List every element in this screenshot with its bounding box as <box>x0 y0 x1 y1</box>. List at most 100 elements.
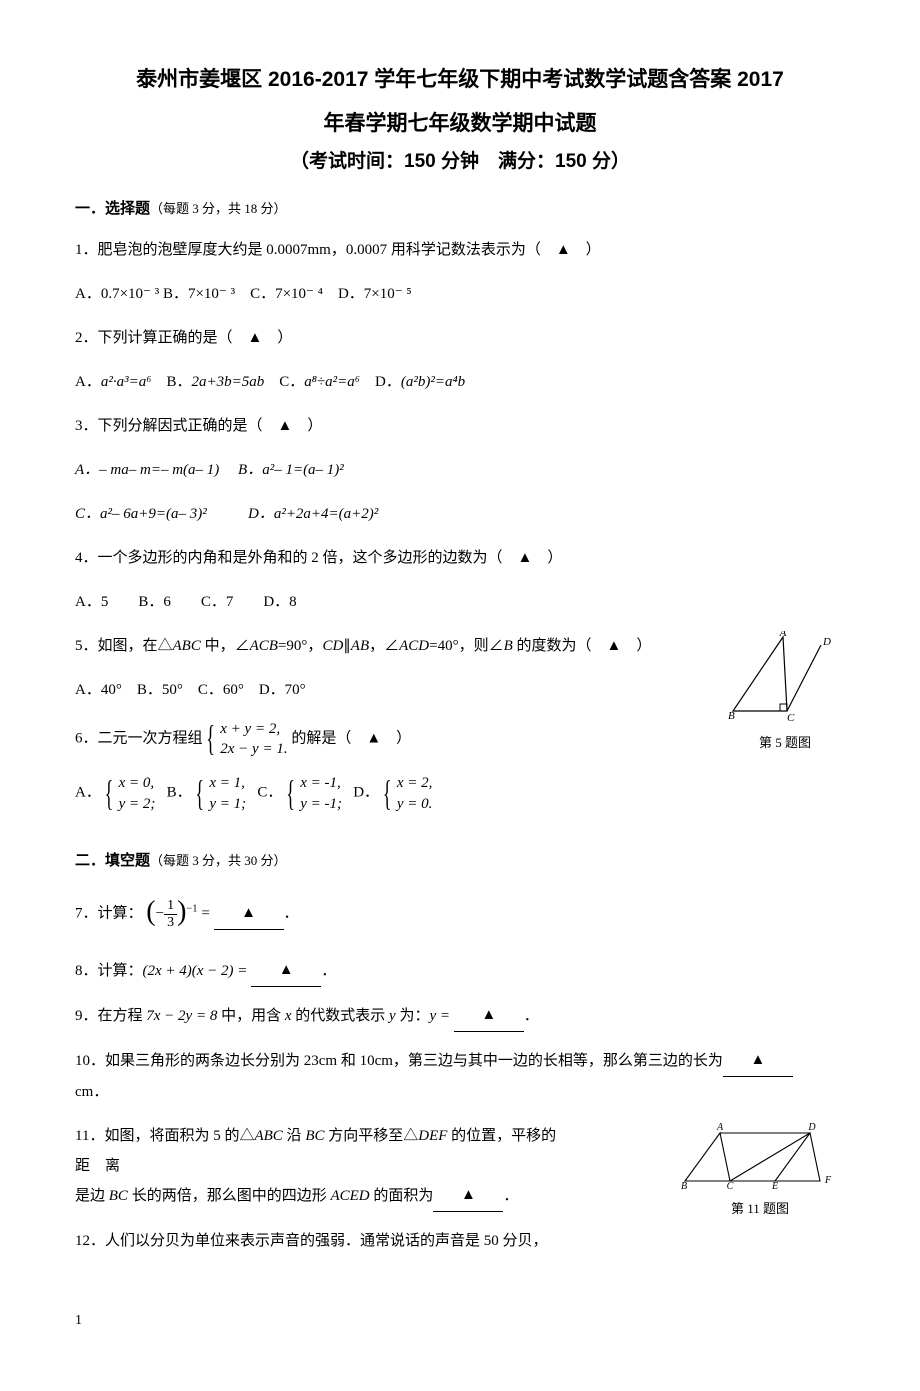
exam-info: （考试时间：150 分钟 满分：150 分） <box>75 148 845 177</box>
q6-sys-r1: x + y = 2, <box>220 719 287 739</box>
q6-a-label: A． <box>75 785 101 801</box>
q2-d-label: D． <box>375 374 401 390</box>
q6-pre: 6．二元一次方程组 <box>75 730 206 746</box>
q11-bc2: BC <box>109 1188 128 1204</box>
q6-b-sys: x = 1, y = 1; <box>195 773 246 814</box>
q8-end: ． <box>321 963 336 979</box>
q3-opts-row1: A．– ma– m=– m(a– 1) B．a²– 1=(a– 1)² <box>75 455 845 485</box>
q6-c-label: C． <box>257 785 282 801</box>
q7-num: 1 <box>164 898 177 915</box>
q2-c-expr: a⁸÷a²=a⁶ <box>304 374 360 390</box>
svg-text:C: C <box>787 712 795 724</box>
q5-figure: A B C D 第 5 题图 <box>725 631 845 753</box>
q1-opts: A．0.7×10⁻ ³ B．7×10⁻ ³ C．7×10⁻ ⁴ D．7×10⁻ … <box>75 279 845 309</box>
svg-text:F: F <box>824 1175 832 1186</box>
q10-blank-tri: ▲ <box>750 1045 765 1075</box>
q7-end: ． <box>284 906 299 922</box>
q7-eq: = <box>201 906 213 922</box>
q6-system: x + y = 2, 2x − y = 1. <box>206 719 287 760</box>
q5-par: ∥ <box>343 638 351 654</box>
q9-x: x <box>285 1008 292 1024</box>
q5-acd: ACD <box>399 638 429 654</box>
q11-t6: 是边 <box>75 1188 109 1204</box>
q8: 8．计算：(2x + 4)(x − 2) = ▲． <box>75 956 845 987</box>
q4-text: 4．一个多边形的内角和是外角和的 2 倍，这个多边形的边数为（ ▲ ） <box>75 543 845 573</box>
section-2-header: 二．填空题（每题 3 分，共 30 分） <box>75 850 845 873</box>
q8-blank: ▲ <box>251 956 321 987</box>
q6-a-r2: y = 2; <box>119 794 156 814</box>
q11-t3: 方向平移至△ <box>324 1128 418 1144</box>
q9-blank: ▲ <box>454 1001 524 1032</box>
page-number: 1 <box>75 1310 845 1331</box>
q9-blank-tri: ▲ <box>481 1000 496 1030</box>
q9: 9．在方程 7x − 2y = 8 中，用含 x 的代数式表示 y 为：y = … <box>75 1001 845 1032</box>
q5-t-d: ，∠ <box>369 638 399 654</box>
q6-post: 的解是（ ▲ ） <box>291 730 411 746</box>
section-1-label: 一．选择题 <box>75 201 150 217</box>
q6-a-r1: x = 0, <box>119 773 156 793</box>
q6-d-sys: x = 2, y = 0. <box>383 773 433 814</box>
q7-expr: (−13)−1 <box>146 886 197 942</box>
q7-pre: 7．计算： <box>75 906 143 922</box>
q6-d-label: D． <box>353 785 379 801</box>
q7-blank-tri: ▲ <box>241 898 256 928</box>
q10-end: cm． <box>75 1084 108 1100</box>
section-2-note: （每题 3 分，共 30 分） <box>150 853 287 868</box>
svg-text:B: B <box>728 710 735 722</box>
q7: 7．计算： (−13)−1 = ▲ ． <box>75 886 845 942</box>
svg-text:A: A <box>716 1122 724 1133</box>
svg-text:E: E <box>771 1181 778 1191</box>
q9-yeq: y = <box>429 1008 453 1024</box>
q5-abc: ABC <box>173 638 201 654</box>
q5-t-f: 的度数为（ ▲ ） <box>513 638 652 654</box>
q11-blank: ▲ <box>433 1181 503 1212</box>
q11-t8: 的面积为 <box>370 1188 434 1204</box>
q6-opts: A． x = 0, y = 2; B． x = 1, y = 1; C． x =… <box>75 773 845 814</box>
q11-blank-tri: ▲ <box>461 1180 476 1210</box>
q11-end: ． <box>503 1188 518 1204</box>
q9-pre: 9．在方程 <box>75 1008 146 1024</box>
q10-blank: ▲ <box>723 1046 793 1077</box>
q2-opts: A．a²·a³=a⁶ B．2a+3b=5ab C．a⁸÷a²=a⁶ D．(a²b… <box>75 367 845 397</box>
q2-text: 2．下列计算正确的是（ ▲ ） <box>75 323 845 353</box>
q9-eq: 7x − 2y = 8 <box>146 1008 217 1024</box>
q9-mid2: 的代数式表示 <box>292 1008 390 1024</box>
q11-t4: 的位置，平移的 <box>447 1128 556 1144</box>
q11-t1: 11．如图，将面积为 5 的△ <box>75 1128 254 1144</box>
q5-acb: ACB <box>250 638 278 654</box>
q9-y: y <box>389 1008 396 1024</box>
q6-d-r2: y = 0. <box>397 794 433 814</box>
title-line-2: 年春学期七年级数学期中试题 <box>75 104 845 144</box>
q7-blank: ▲ <box>214 899 284 930</box>
q11-aced: ACED <box>330 1188 369 1204</box>
q11-caption: 第 11 题图 <box>675 1199 845 1219</box>
section-2-label: 二．填空题 <box>75 853 150 869</box>
svg-text:D: D <box>807 1122 816 1133</box>
q10: 10．如果三角形的两条边长分别为 23cm 和 10cm，第三边与其中一边的长相… <box>75 1046 845 1107</box>
q5-cd: CD <box>322 638 343 654</box>
q6-c-r2: y = -1; <box>300 794 342 814</box>
q2-a-label: A． <box>75 374 101 390</box>
q5-b: B <box>504 638 513 654</box>
q9-end: ． <box>524 1008 539 1024</box>
q6-a-sys: x = 0, y = 2; <box>105 773 156 814</box>
q3-b: B．a²– 1=(a– 1)² <box>238 462 344 478</box>
q1-text: 1．肥皂泡的泡壁厚度大约是 0.0007mm，0.0007 用科学记数法表示为（… <box>75 235 845 265</box>
q11-figure: A B C D E F 第 11 题图 <box>675 1121 845 1218</box>
q8-blank-tri: ▲ <box>279 955 294 985</box>
q2-b-expr: 2a+3b=5ab <box>191 374 264 390</box>
q7-neg: − <box>156 906 164 922</box>
q2-c-label: C． <box>279 374 304 390</box>
q5-t-a: 5．如图，在△ <box>75 638 173 654</box>
q11-bc: BC <box>305 1128 324 1144</box>
q3-text: 3．下列分解因式正确的是（ ▲ ） <box>75 411 845 441</box>
svg-text:D: D <box>822 636 831 648</box>
q2-d-expr: (a²b)²=a⁴b <box>401 374 465 390</box>
q5-t-c: =90°， <box>278 638 322 654</box>
q7-den: 3 <box>164 915 177 931</box>
q5-t-b: 中，∠ <box>201 638 250 654</box>
q3-d: D．a²+2a+4=(a+2)² <box>248 506 378 522</box>
q6-b-r1: x = 1, <box>209 773 246 793</box>
q5-ab: AB <box>351 638 369 654</box>
q12: 12．人们以分贝为单位来表示声音的强弱．通常说话的声音是 50 分贝， <box>75 1226 845 1256</box>
